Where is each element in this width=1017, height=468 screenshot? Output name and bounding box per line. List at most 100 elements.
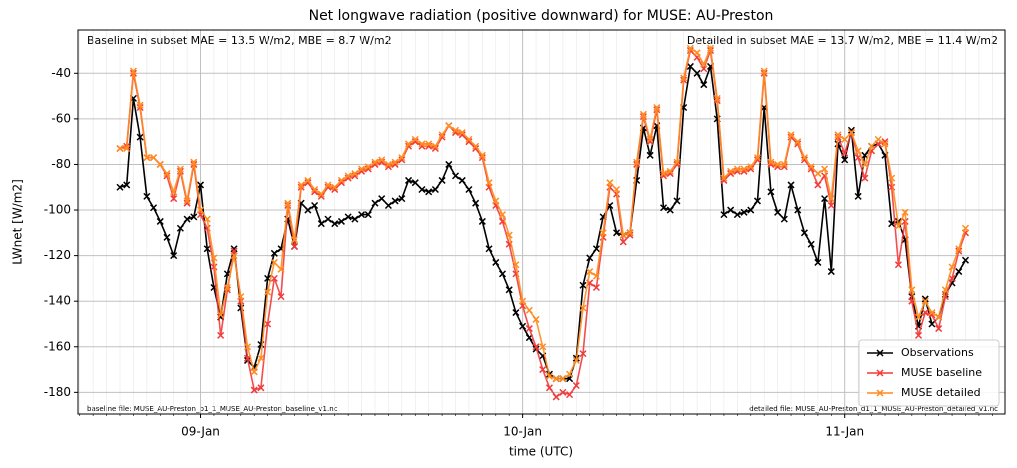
annotation: baseline file: MUSE_AU-Preston_b1_1_MUSE… bbox=[87, 405, 338, 413]
marker bbox=[686, 62, 694, 70]
marker bbox=[827, 201, 835, 210]
marker bbox=[465, 135, 473, 143]
marker bbox=[150, 154, 158, 162]
marker bbox=[170, 195, 178, 203]
marker bbox=[163, 233, 171, 241]
marker bbox=[183, 197, 191, 205]
marker bbox=[613, 185, 621, 194]
marker bbox=[673, 158, 681, 166]
marker bbox=[646, 151, 654, 159]
y-tick-label: -40 bbox=[51, 66, 71, 80]
marker bbox=[740, 208, 748, 216]
x-tick-label: 09-Jan bbox=[181, 425, 220, 439]
legend-marker bbox=[876, 389, 884, 397]
marker bbox=[720, 176, 728, 184]
marker bbox=[552, 375, 560, 383]
marker bbox=[727, 167, 735, 175]
marker bbox=[733, 165, 741, 173]
marker bbox=[700, 60, 708, 68]
marker bbox=[485, 245, 493, 253]
marker bbox=[780, 215, 788, 223]
marker bbox=[277, 293, 285, 301]
marker bbox=[331, 185, 339, 194]
marker bbox=[317, 192, 325, 200]
marker bbox=[928, 309, 936, 317]
marker bbox=[203, 245, 211, 253]
marker bbox=[713, 94, 721, 102]
legend-label: Observations bbox=[901, 346, 974, 359]
marker bbox=[592, 283, 600, 292]
marker bbox=[458, 176, 466, 184]
marker bbox=[559, 388, 567, 396]
marker bbox=[613, 229, 621, 237]
marker bbox=[914, 313, 923, 321]
marker bbox=[894, 261, 902, 269]
marker bbox=[894, 222, 902, 230]
marker bbox=[136, 133, 144, 141]
marker bbox=[176, 224, 184, 232]
annotation: detailed file: MUSE_AU-Preston_d1_1_MUSE… bbox=[749, 405, 998, 413]
marker bbox=[653, 103, 661, 112]
marker bbox=[747, 206, 755, 214]
marker bbox=[264, 288, 272, 296]
marker bbox=[660, 204, 668, 212]
marker bbox=[747, 163, 755, 171]
marker bbox=[767, 158, 775, 166]
plot-frame bbox=[77, 29, 1006, 415]
marker bbox=[371, 199, 379, 207]
marker bbox=[787, 131, 795, 139]
marker bbox=[680, 74, 688, 82]
marker bbox=[525, 325, 533, 333]
marker bbox=[156, 160, 164, 168]
marker bbox=[660, 172, 668, 180]
marker bbox=[250, 368, 258, 376]
marker bbox=[472, 144, 480, 153]
marker bbox=[478, 217, 486, 225]
marker bbox=[753, 197, 762, 205]
marker bbox=[720, 174, 728, 182]
marker bbox=[492, 258, 500, 266]
marker bbox=[116, 144, 124, 153]
marker bbox=[512, 261, 520, 269]
x-axis-label: time (UTC) bbox=[509, 445, 573, 459]
marker bbox=[888, 220, 896, 228]
marker bbox=[955, 268, 963, 276]
marker bbox=[666, 167, 674, 175]
marker bbox=[358, 211, 366, 219]
marker bbox=[438, 131, 446, 139]
x-tick-label: 10-Jan bbox=[503, 425, 542, 439]
marker bbox=[881, 138, 889, 146]
marker bbox=[955, 245, 963, 253]
marker bbox=[384, 160, 392, 168]
marker bbox=[311, 185, 319, 194]
marker bbox=[230, 245, 238, 253]
marker bbox=[961, 224, 970, 232]
marker bbox=[445, 122, 453, 130]
marker bbox=[465, 138, 473, 146]
marker bbox=[458, 131, 466, 139]
marker bbox=[827, 195, 835, 203]
marker bbox=[411, 179, 419, 187]
marker bbox=[290, 242, 298, 251]
marker bbox=[539, 366, 547, 374]
marker bbox=[498, 270, 507, 278]
marker bbox=[371, 160, 379, 168]
marker bbox=[324, 215, 332, 223]
marker bbox=[814, 181, 822, 189]
marker bbox=[794, 138, 802, 146]
marker bbox=[733, 211, 741, 219]
marker bbox=[673, 160, 681, 168]
marker bbox=[465, 185, 473, 194]
y-tick-label: -160 bbox=[44, 339, 71, 353]
marker bbox=[492, 197, 500, 205]
marker bbox=[418, 140, 426, 148]
marker bbox=[854, 147, 862, 155]
marker bbox=[364, 163, 372, 171]
marker bbox=[384, 201, 392, 210]
marker bbox=[814, 258, 822, 266]
marker bbox=[740, 165, 748, 173]
marker bbox=[606, 179, 614, 187]
marker bbox=[270, 249, 278, 257]
marker bbox=[646, 135, 654, 143]
marker bbox=[753, 156, 762, 164]
